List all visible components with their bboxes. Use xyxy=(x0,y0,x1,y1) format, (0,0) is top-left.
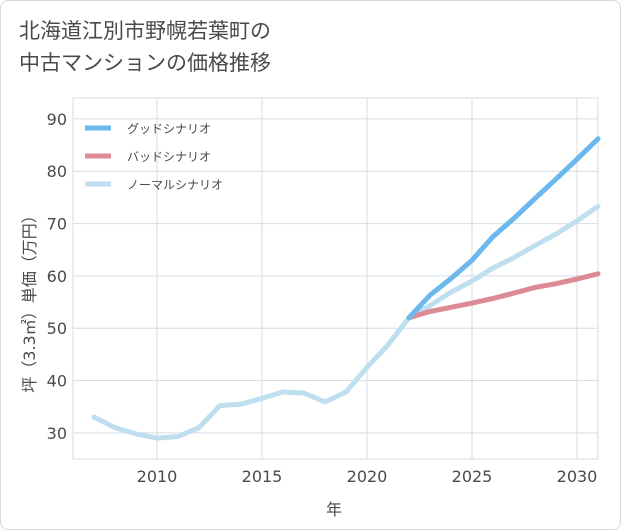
legend-label: バッドシナリオ xyxy=(127,150,211,164)
x-tick-label: 2015 xyxy=(242,467,283,486)
chart-title: 北海道江別市野幌若葉町の 中古マンションの価格推移 xyxy=(19,15,271,79)
grid-lines xyxy=(72,97,599,460)
y-tick-label: 40 xyxy=(47,372,67,391)
x-axis-label: 年 xyxy=(326,500,342,519)
plot-area-border xyxy=(72,97,599,460)
series-lines xyxy=(91,136,601,441)
legend-label: グッドシナリオ xyxy=(127,122,211,136)
y-tick-label: 60 xyxy=(47,267,67,286)
x-tick-label: 2010 xyxy=(137,467,178,486)
chart-title-line-1: 北海道江別市野幌若葉町の xyxy=(19,19,271,43)
y-tick-label: 90 xyxy=(47,110,67,129)
series-line-1 xyxy=(406,136,601,321)
x-axis-ticks: 2010 2015 2020 2025 2030 xyxy=(137,467,598,486)
y-tick-label: 50 xyxy=(47,319,67,338)
x-tick-label: 2030 xyxy=(557,467,598,486)
y-tick-label: 30 xyxy=(47,424,67,443)
y-tick-label: 70 xyxy=(47,215,67,234)
y-tick-label: 80 xyxy=(47,162,67,181)
legend-label: ノーマルシナリオ xyxy=(127,178,223,192)
x-tick-label: 2025 xyxy=(452,467,493,486)
chart-title-line-2: 中古マンションの価格推移 xyxy=(19,51,271,75)
y-axis-ticks: 30 40 50 60 70 80 90 xyxy=(47,110,67,443)
series-line-2 xyxy=(406,271,601,321)
y-axis-label: 坪（3.3㎡）単価（万円） xyxy=(20,207,39,392)
series-line-3 xyxy=(91,203,601,441)
x-tick-label: 2020 xyxy=(347,467,388,486)
